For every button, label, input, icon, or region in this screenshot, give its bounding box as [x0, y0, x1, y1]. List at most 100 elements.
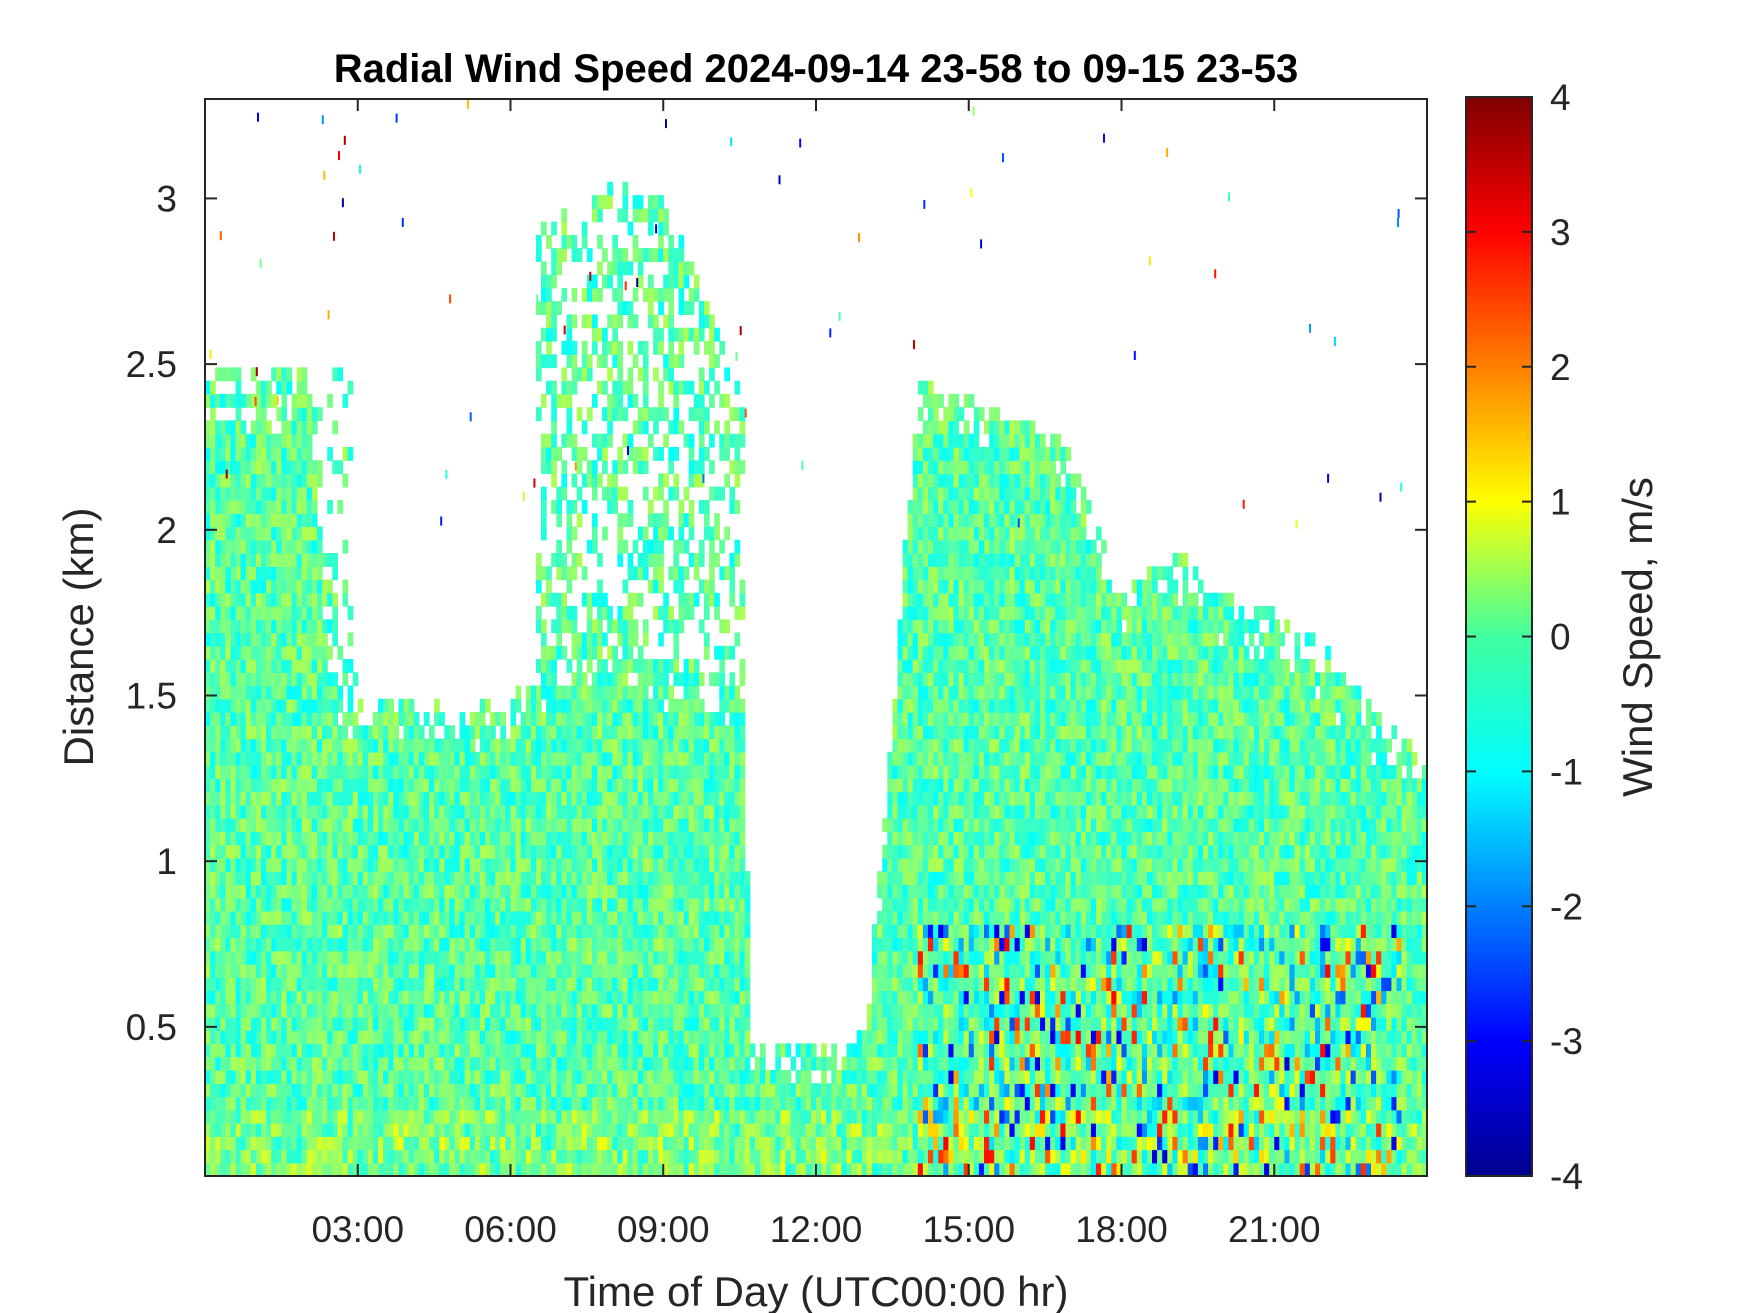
heatmap-cell	[286, 447, 293, 461]
heatmap-cell	[602, 963, 608, 978]
heatmap-cell	[317, 818, 323, 832]
heatmap-cell	[729, 1149, 736, 1164]
heatmap-cell	[485, 751, 491, 766]
heatmap-cell	[566, 963, 573, 978]
heatmap-cell	[693, 659, 700, 673]
heatmap-cell	[551, 778, 557, 793]
heatmap-cell	[373, 738, 379, 753]
heatmap-cell	[683, 791, 690, 806]
heatmap-cell	[642, 698, 649, 713]
heatmap-cell	[622, 1003, 629, 1018]
heatmap-cell	[317, 672, 323, 687]
heatmap-cell	[729, 698, 736, 713]
heatmap-cell	[515, 924, 522, 938]
heatmap-cell	[266, 818, 272, 832]
heatmap-cell	[261, 553, 267, 567]
heatmap-cell	[469, 1070, 476, 1084]
heatmap-cell	[546, 738, 552, 753]
heatmap-cell	[434, 990, 440, 1005]
heatmap-cell	[255, 407, 262, 422]
heatmap-cell	[245, 1083, 252, 1098]
heatmap-cell	[525, 963, 532, 978]
heatmap-cell	[225, 592, 232, 607]
heatmap-cell	[245, 977, 252, 992]
heatmap-cell	[434, 1056, 440, 1071]
heatmap-cell	[205, 738, 211, 753]
heatmap-cell	[449, 804, 456, 819]
heatmap-cell	[663, 500, 669, 514]
heatmap-cell	[423, 963, 430, 978]
heatmap-cell	[520, 1083, 527, 1098]
heatmap-cell	[602, 725, 608, 740]
heatmap-cell	[525, 1123, 532, 1137]
heatmap-cell	[551, 354, 557, 369]
heatmap-cell	[678, 672, 685, 687]
heatmap-cell	[250, 871, 257, 885]
heatmap-cell	[658, 1003, 664, 1018]
heatmap-cell	[704, 990, 710, 1005]
heatmap-cell	[220, 513, 226, 528]
heatmap-cell	[658, 831, 664, 846]
heatmap-cell	[439, 1123, 445, 1137]
heatmap-cell	[510, 738, 517, 753]
heatmap-cell	[698, 1083, 705, 1098]
heatmap-cell	[490, 844, 496, 859]
heatmap-cell	[327, 712, 333, 726]
heatmap-cell	[332, 1083, 338, 1098]
heatmap-cell	[220, 1043, 226, 1058]
heatmap-cell	[423, 712, 430, 726]
heatmap-cell	[688, 433, 695, 448]
heatmap-cell	[413, 751, 420, 766]
heatmap-cell	[210, 606, 216, 620]
heatmap-cell	[617, 950, 624, 965]
heatmap-cell	[306, 1123, 313, 1137]
heatmap-cell	[393, 884, 400, 899]
heatmap-cell	[286, 566, 293, 581]
heatmap-cell	[418, 871, 425, 885]
heatmap-cell	[215, 592, 221, 607]
heatmap-cell	[607, 1083, 613, 1098]
heatmap-cell	[255, 632, 262, 647]
heatmap-cell	[581, 672, 588, 687]
heatmap-cell	[429, 884, 435, 899]
heatmap-cell	[413, 910, 420, 925]
heatmap-cell	[317, 1056, 323, 1071]
heatmap-cell	[215, 460, 221, 475]
heatmap-cell	[541, 393, 547, 408]
heatmap-cell	[683, 1030, 690, 1045]
heatmap-cell	[658, 1149, 664, 1164]
heatmap-cell	[586, 314, 593, 329]
heatmap-cell	[530, 963, 537, 978]
heatmap-cell	[250, 553, 257, 567]
heatmap-cell	[556, 698, 562, 713]
heatmap-cell	[220, 566, 226, 581]
heatmap-cell	[266, 632, 272, 647]
heatmap-cell	[663, 221, 669, 236]
heatmap-cell	[271, 447, 277, 461]
heatmap-cell	[673, 963, 680, 978]
heatmap-cell	[648, 725, 654, 740]
heatmap-cell	[266, 539, 272, 554]
heatmap-cell	[576, 791, 583, 806]
heatmap-cell	[602, 871, 608, 885]
heatmap-cell	[291, 1043, 298, 1058]
heatmap-cell	[469, 1083, 476, 1098]
heatmap-cell	[210, 592, 216, 607]
heatmap-cell	[235, 486, 242, 501]
heatmap-cell	[311, 685, 318, 700]
heatmap-cell	[714, 1136, 720, 1151]
heatmap-cell	[362, 751, 369, 766]
heatmap-cell	[500, 1083, 506, 1098]
heatmap-cell	[485, 698, 491, 713]
heatmap-cell	[266, 924, 272, 938]
heatmap-cell	[296, 460, 303, 475]
heatmap-cell	[607, 314, 613, 329]
heatmap-cell	[245, 937, 252, 952]
heatmap-cell	[586, 910, 593, 925]
heatmap-cell	[322, 1136, 328, 1151]
heatmap-cell	[566, 831, 573, 846]
heatmap-cell	[592, 314, 598, 329]
heatmap-cell	[296, 1162, 303, 1176]
heatmap-cell	[602, 884, 608, 899]
heatmap-cell	[602, 910, 608, 925]
